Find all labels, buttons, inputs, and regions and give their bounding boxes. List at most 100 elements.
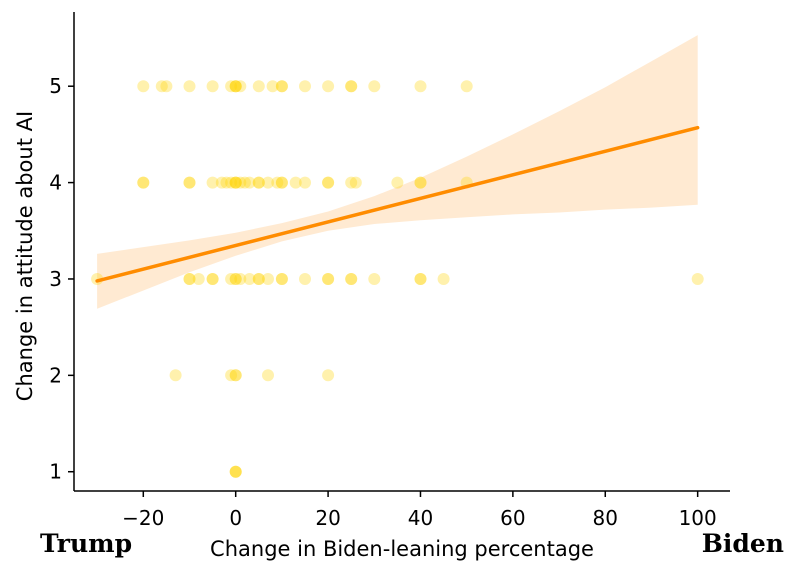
scatter-point	[345, 273, 358, 285]
scatter-point	[322, 273, 335, 285]
scatter-point	[691, 273, 704, 285]
scatter-point	[275, 273, 288, 285]
scatter-point	[183, 176, 196, 189]
scatter-point	[414, 80, 427, 93]
scatter-point	[234, 273, 247, 285]
scatter-point	[252, 176, 265, 189]
y-tick-label: 5	[49, 74, 62, 98]
scatter-point	[262, 369, 274, 382]
scatter-point	[299, 176, 311, 189]
x-tick-label: 0	[229, 506, 242, 530]
scatter-point	[225, 176, 238, 189]
scatter-point	[225, 273, 238, 285]
scatter-point	[299, 80, 311, 93]
scatter-point	[229, 176, 242, 189]
scatter-point	[414, 273, 427, 285]
scatter-point	[91, 273, 104, 285]
scatter-point	[229, 369, 242, 382]
scatter-point	[183, 273, 196, 285]
x-axis-title: Change in Biden-leaning percentage	[210, 537, 594, 561]
scatter-point	[368, 80, 381, 93]
scatter-point	[262, 273, 274, 285]
scatter-point	[271, 176, 284, 189]
scatter-point	[322, 369, 335, 382]
scatter-point	[252, 273, 265, 285]
scatter-point	[238, 176, 251, 189]
scatter-point	[275, 176, 288, 189]
scatter-point	[206, 176, 219, 189]
scatter-point	[275, 273, 288, 285]
x-tick-label: 100	[679, 506, 717, 530]
scatter-point	[225, 80, 238, 93]
scatter-point	[206, 273, 219, 285]
scatter-point	[229, 369, 242, 382]
scatter-point	[299, 273, 311, 285]
x-tick-label: 20	[315, 506, 340, 530]
scatter-point	[266, 80, 279, 93]
scatter-point	[192, 273, 205, 285]
scatter-point	[234, 80, 247, 93]
x-tick-label: 80	[593, 506, 618, 530]
scatter-point	[137, 80, 150, 93]
scatter-point	[349, 176, 362, 189]
scatter-point	[252, 273, 265, 285]
scatter-point	[206, 80, 219, 93]
scatter-point	[322, 176, 335, 189]
scatter-point	[414, 176, 427, 189]
scatter-point	[368, 273, 381, 285]
scatter-point	[345, 80, 358, 93]
scatter-point	[137, 176, 150, 189]
x-ticks: −20 0 20 40 60 80 100	[122, 491, 717, 530]
scatter-point	[169, 369, 182, 382]
scatter-point	[155, 80, 168, 93]
scatter-point	[229, 176, 242, 189]
y-tick-label: 2	[49, 363, 62, 387]
scatter-point	[414, 273, 427, 285]
scatter-point	[275, 80, 288, 93]
x-tick-label: −20	[122, 506, 164, 530]
scatter-point	[160, 80, 173, 93]
scatter-point	[460, 80, 473, 93]
y-axis-title: Change in attitude about AI	[13, 111, 37, 401]
scatter-point	[252, 176, 265, 189]
axes	[73, 12, 730, 492]
scatter-point	[229, 465, 242, 478]
scatter-point	[183, 273, 196, 285]
scatter-point	[234, 176, 247, 189]
scatter-points-layer	[91, 80, 704, 478]
scatter-point	[345, 176, 358, 189]
y-tick-label: 1	[49, 460, 62, 484]
scatter-point	[220, 176, 233, 189]
confidence-band-layer	[97, 35, 698, 309]
y-tick-label: 3	[49, 267, 62, 291]
scatter-point	[243, 273, 256, 285]
scatter-point	[225, 369, 238, 382]
biden-end-label: Biden	[702, 529, 784, 558]
scatter-point	[183, 176, 196, 189]
scatter-point	[391, 176, 404, 189]
y-tick-label: 4	[49, 171, 62, 195]
scatter-point	[289, 176, 302, 189]
scatter-point	[229, 80, 242, 93]
scatter-point	[322, 273, 335, 285]
confidence-band	[97, 35, 698, 309]
scatter-point	[229, 465, 242, 478]
scatter-point	[206, 273, 219, 285]
scatter-point	[345, 80, 358, 93]
scatter-point	[437, 273, 450, 285]
y-ticks: 1 2 3 4 5	[49, 74, 74, 484]
scatter-point	[275, 80, 288, 93]
scatter-point	[243, 176, 256, 189]
scatter-point	[137, 176, 150, 189]
scatter-point	[262, 176, 274, 189]
scatter-point	[229, 465, 242, 478]
regression-line	[95, 125, 700, 283]
scatter-point	[322, 80, 335, 93]
scatter-point	[229, 273, 242, 285]
scatter-point	[229, 80, 242, 93]
scatter-point	[345, 273, 358, 285]
x-tick-label: 60	[500, 506, 525, 530]
trump-end-label: Trump	[40, 529, 132, 558]
scatter-point	[229, 273, 242, 285]
